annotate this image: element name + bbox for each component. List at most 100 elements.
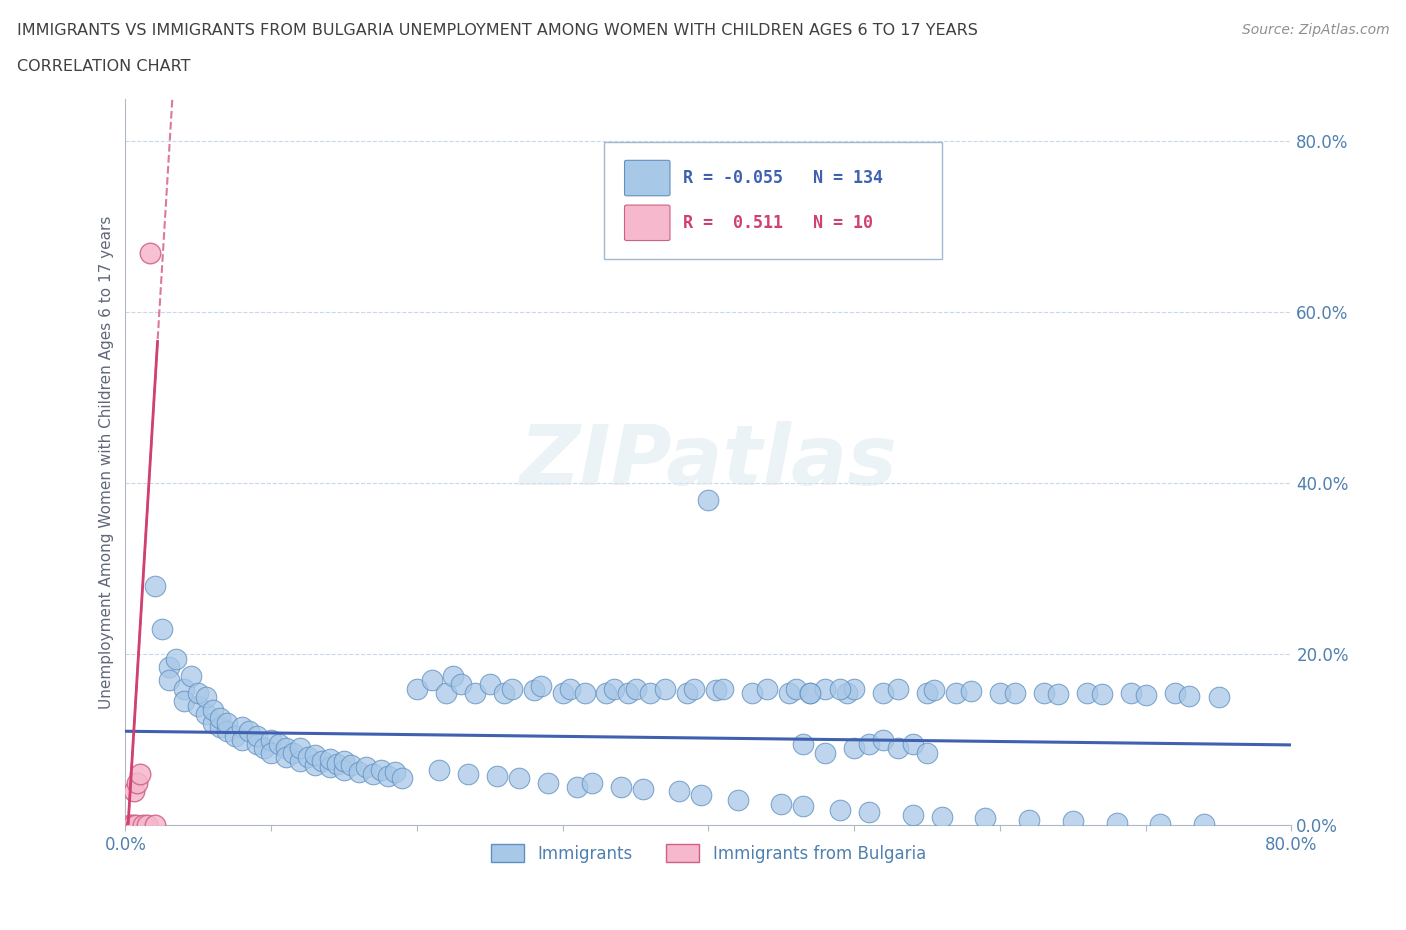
Point <box>901 807 924 822</box>
Point <box>508 771 530 786</box>
Point <box>668 784 690 799</box>
Point <box>238 724 260 738</box>
Point <box>792 799 814 814</box>
Point <box>901 737 924 751</box>
Y-axis label: Unemployment Among Women with Children Ages 6 to 17 years: Unemployment Among Women with Children A… <box>100 216 114 709</box>
Point <box>887 681 910 696</box>
Point <box>304 748 326 763</box>
Point <box>959 684 981 698</box>
Point <box>1032 685 1054 700</box>
Point <box>785 681 807 696</box>
Point <box>427 763 450 777</box>
Point <box>1018 813 1040 828</box>
Point <box>143 578 166 593</box>
Point <box>118 817 141 832</box>
Point <box>486 768 509 783</box>
Point <box>1091 687 1114 702</box>
Point <box>384 764 406 779</box>
Point <box>799 685 821 700</box>
Point <box>988 685 1011 700</box>
Point <box>638 685 661 700</box>
Point <box>835 685 858 700</box>
Point <box>770 796 793 811</box>
Point <box>150 621 173 636</box>
Point <box>915 745 938 760</box>
Point <box>217 724 239 738</box>
Point <box>201 702 224 717</box>
Point <box>814 745 837 760</box>
Point <box>122 784 145 799</box>
Point <box>354 760 377 775</box>
FancyBboxPatch shape <box>624 160 671 196</box>
Point <box>610 779 633 794</box>
Point <box>187 685 209 700</box>
Point <box>697 493 720 508</box>
Point <box>501 681 523 696</box>
Point <box>494 685 516 700</box>
Point <box>683 681 706 696</box>
Point <box>530 679 553 694</box>
Point <box>274 741 297 756</box>
Point <box>778 685 800 700</box>
Legend: Immigrants, Immigrants from Bulgaria: Immigrants, Immigrants from Bulgaria <box>484 838 932 870</box>
Point <box>166 651 188 666</box>
Point <box>318 751 340 766</box>
Text: CORRELATION CHART: CORRELATION CHART <box>17 59 190 73</box>
Point <box>347 764 370 779</box>
Point <box>858 737 880 751</box>
Point <box>304 758 326 773</box>
Point <box>924 683 946 698</box>
Point <box>755 681 778 696</box>
Point <box>1062 814 1084 829</box>
Point <box>209 720 232 735</box>
Point <box>974 811 997 826</box>
Point <box>434 685 457 700</box>
Point <box>457 766 479 781</box>
Point <box>231 732 253 747</box>
Point <box>931 809 953 824</box>
Point <box>370 763 392 777</box>
Point <box>157 672 180 687</box>
Point <box>450 677 472 692</box>
Text: ZIPatlas: ZIPatlas <box>520 421 897 502</box>
Point <box>333 763 356 777</box>
Point <box>945 685 967 700</box>
Point <box>1208 690 1230 705</box>
Point <box>814 681 837 696</box>
Point <box>603 681 626 696</box>
Text: IMMIGRANTS VS IMMIGRANTS FROM BULGARIA UNEMPLOYMENT AMONG WOMEN WITH CHILDREN AG: IMMIGRANTS VS IMMIGRANTS FROM BULGARIA U… <box>17 23 977 38</box>
Text: Source: ZipAtlas.com: Source: ZipAtlas.com <box>1241 23 1389 37</box>
Point <box>194 707 217 722</box>
Text: R =  0.511   N = 10: R = 0.511 N = 10 <box>683 214 873 232</box>
Point <box>690 788 713 803</box>
Point <box>464 685 486 700</box>
Point <box>333 753 356 768</box>
Point <box>858 805 880 820</box>
Point <box>253 741 276 756</box>
Point <box>844 681 866 696</box>
Point <box>915 685 938 700</box>
Point <box>1178 689 1201 704</box>
Point <box>231 720 253 735</box>
Point <box>129 766 152 781</box>
Point <box>173 681 195 696</box>
Point <box>136 817 159 832</box>
Point <box>1164 685 1187 700</box>
Point <box>617 685 640 700</box>
Point <box>844 741 866 756</box>
Point <box>828 681 851 696</box>
Point <box>121 817 143 832</box>
Point <box>828 803 851 817</box>
Point <box>792 737 814 751</box>
Point <box>1076 685 1098 700</box>
Point <box>340 758 363 773</box>
Point <box>522 683 544 698</box>
Point <box>872 732 894 747</box>
Point <box>139 246 162 260</box>
Point <box>224 728 246 743</box>
Point <box>558 681 581 696</box>
Point <box>246 737 269 751</box>
Point <box>318 760 340 775</box>
Point <box>711 681 734 696</box>
Point <box>260 745 283 760</box>
